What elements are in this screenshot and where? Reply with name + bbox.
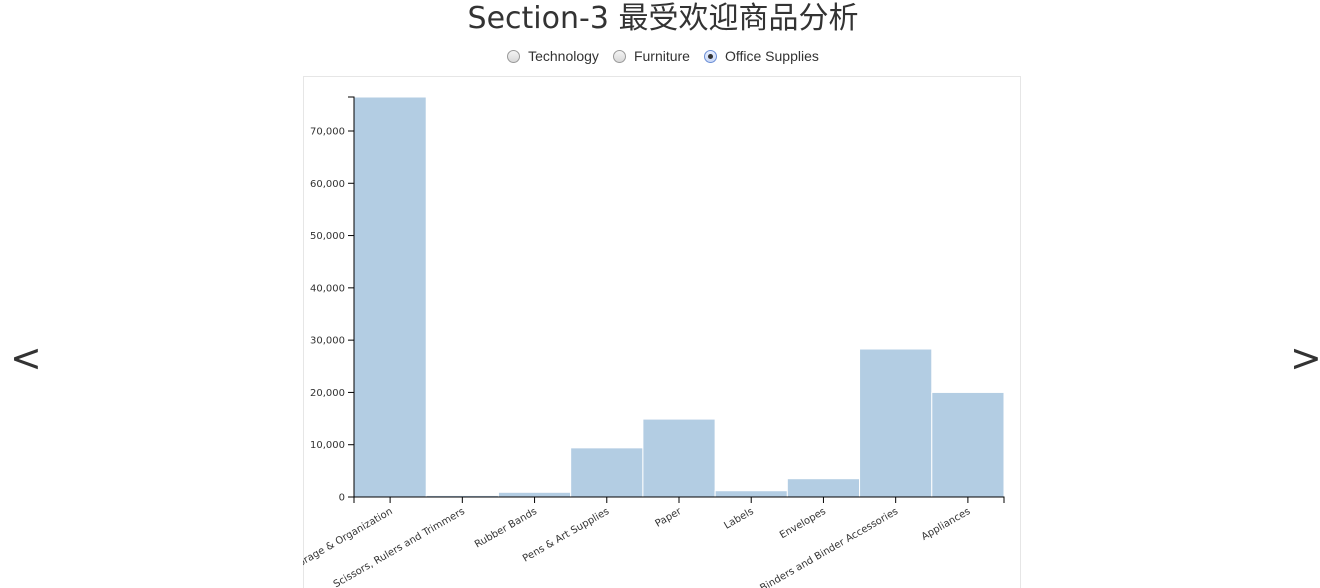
y-tick-label: 30,000 xyxy=(310,336,345,347)
chart-bar xyxy=(786,478,861,498)
y-tick-label: 0 xyxy=(339,493,345,504)
chart-bar xyxy=(353,96,427,498)
y-tick-label: 40,000 xyxy=(310,283,345,294)
radio-furniture[interactable]: Furniture xyxy=(612,46,690,66)
y-tick-label: 20,000 xyxy=(310,388,345,399)
chart-bar xyxy=(931,391,1005,498)
chart-bar xyxy=(570,447,644,498)
next-section-button[interactable]: > xyxy=(1290,336,1320,380)
chart-bar xyxy=(859,348,933,498)
radio-office-supplies-circle[interactable] xyxy=(703,49,717,63)
radio-office-supplies-label: Office Supplies xyxy=(724,48,819,64)
y-tick-label: 50,000 xyxy=(310,231,345,242)
chart-bar xyxy=(497,491,572,498)
radio-technology-circle[interactable] xyxy=(507,49,521,63)
y-tick-label: 60,000 xyxy=(310,179,345,190)
chart-bar xyxy=(642,418,716,498)
x-tick-label: Paper xyxy=(653,506,684,530)
x-tick-label: Labels xyxy=(722,506,755,532)
x-tick-label: Binders and Binder Accessories xyxy=(758,506,900,588)
x-tick-label: Envelopes xyxy=(778,506,828,541)
previous-section-button[interactable]: < xyxy=(10,336,42,380)
x-tick-label: Rubber Bands xyxy=(473,506,539,550)
x-tick-label: Appliances xyxy=(920,506,973,543)
y-axis-line xyxy=(348,96,355,498)
x-tick-label: Scissors, Rulers and Trimmers xyxy=(332,506,467,588)
radio-technology[interactable]: Technology xyxy=(507,46,599,66)
y-tick-label: 70,000 xyxy=(310,126,345,137)
radio-furniture-label: Furniture xyxy=(633,48,690,64)
radio-furniture-circle[interactable] xyxy=(612,49,626,63)
chart-bar xyxy=(714,490,788,498)
chart-frame xyxy=(303,76,1021,588)
page-title: Section-3 最受欢迎商品分析 xyxy=(467,1,859,36)
bar-chart: 0 10,000 20,000 30,000 40,000 50,000 60,000 70,… xyxy=(303,96,1005,588)
category-radio-group: Technology Furniture Office Supplies xyxy=(0,46,1320,66)
radio-technology-label: Technology xyxy=(528,48,599,64)
y-tick-label: 10,000 xyxy=(310,440,345,451)
radio-office-supplies[interactable]: Office Supplies xyxy=(703,46,819,66)
